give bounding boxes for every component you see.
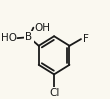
- Text: OH: OH: [34, 23, 50, 33]
- Text: F: F: [83, 34, 89, 44]
- Text: Cl: Cl: [49, 88, 59, 98]
- Text: B: B: [25, 32, 33, 42]
- Text: HO: HO: [1, 33, 16, 43]
